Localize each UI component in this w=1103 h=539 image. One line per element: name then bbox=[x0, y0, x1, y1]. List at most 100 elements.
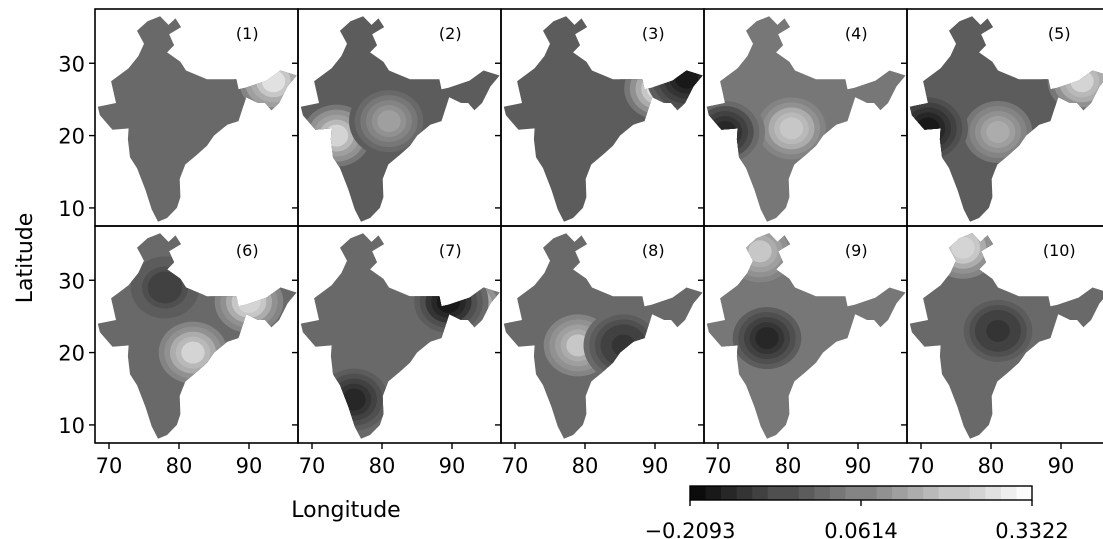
heatmap-blob bbox=[436, 290, 461, 313]
heatmap-blob bbox=[779, 117, 804, 140]
heatmap-base bbox=[503, 16, 703, 222]
y-tick-label: 20 bbox=[58, 342, 85, 366]
colorbar-segment bbox=[767, 486, 784, 500]
heatmap-field bbox=[97, 233, 297, 439]
x-tick-label: 90 bbox=[1048, 454, 1075, 478]
colorbar-segment bbox=[861, 486, 878, 500]
panel-grid: (1) 10 20 30 (2) (3) (4) (5) (6) 10 20 30 70 80 90 (7) 7… bbox=[58, 8, 1103, 478]
panel-4: (4) bbox=[698, 8, 908, 227]
x-tick-label: 80 bbox=[978, 454, 1005, 478]
panel-6: (6) 10 20 30 70 80 90 bbox=[58, 225, 299, 478]
heatmap-blob bbox=[707, 116, 743, 148]
x-tick-label: 70 bbox=[299, 454, 326, 478]
x-tick-label: 80 bbox=[166, 454, 193, 478]
colorbar-segment bbox=[736, 486, 753, 500]
panel-label: (2) bbox=[439, 24, 462, 43]
panel-label: (4) bbox=[845, 24, 868, 43]
colorbar-segment bbox=[1000, 486, 1018, 500]
panel-label: (8) bbox=[642, 241, 665, 260]
panel-label: (10) bbox=[1043, 241, 1076, 260]
heatmap-blob bbox=[237, 290, 261, 313]
panel-2: (2) bbox=[292, 8, 502, 227]
colorbar-segment bbox=[721, 486, 738, 500]
x-tick-label: 80 bbox=[775, 454, 802, 478]
heatmap-blob bbox=[674, 66, 699, 89]
heatmap-blob bbox=[231, 285, 267, 318]
panel-label: (6) bbox=[236, 241, 259, 260]
colorbar-segment bbox=[1016, 486, 1033, 500]
panel-5: (5) bbox=[901, 8, 1103, 227]
colorbar-segment bbox=[985, 486, 1002, 500]
heatmap-blob bbox=[181, 341, 205, 364]
x-tick-label: 90 bbox=[845, 454, 872, 478]
x-tick-label: 70 bbox=[502, 454, 529, 478]
colorbar-segment bbox=[798, 486, 815, 500]
panel-3: (3) bbox=[495, 8, 705, 227]
heatmap-field bbox=[300, 233, 500, 439]
colorbar: −0.2093 0.0614 0.3322 bbox=[644, 485, 1069, 539]
heatmap-blob bbox=[1070, 70, 1094, 93]
colorbar-segment bbox=[969, 486, 986, 500]
panel-label: (3) bbox=[642, 24, 665, 43]
colorbar-segment bbox=[829, 486, 847, 500]
y-tick-label: 20 bbox=[58, 125, 85, 149]
panel-label: (7) bbox=[439, 241, 462, 260]
colorbar-segment bbox=[923, 486, 940, 500]
x-tick-label: 70 bbox=[705, 454, 732, 478]
colorbar-segment bbox=[907, 486, 924, 500]
y-tick-label: 10 bbox=[58, 197, 85, 221]
x-tick-label: 80 bbox=[572, 454, 599, 478]
heatmap-blob bbox=[951, 236, 975, 259]
panel-10: (10) 70 80 90 bbox=[901, 225, 1103, 478]
colorbar-segment bbox=[814, 486, 831, 500]
heatmap-blob bbox=[261, 70, 286, 93]
y-axis-label: Latitude bbox=[13, 213, 38, 304]
colorbar-segment bbox=[892, 486, 909, 500]
panel-label: (5) bbox=[1048, 24, 1071, 43]
panel-label: (9) bbox=[845, 241, 868, 260]
x-tick-label: 70 bbox=[908, 454, 935, 478]
heatmap-blob bbox=[431, 285, 466, 318]
heatmap-field bbox=[503, 16, 703, 222]
colorbar-tick-label: 0.0614 bbox=[824, 519, 897, 539]
x-tick-label: 70 bbox=[96, 454, 123, 478]
panel-9: (9) 70 80 90 bbox=[698, 225, 908, 478]
heatmap-blob bbox=[916, 117, 940, 140]
colorbar-segment bbox=[783, 486, 800, 500]
heatmap-blob bbox=[986, 319, 1010, 342]
colorbar-tick-label: −0.2093 bbox=[644, 519, 735, 539]
heatmap-blob bbox=[611, 334, 636, 357]
heatmap-field bbox=[503, 233, 703, 439]
heatmap-blob bbox=[713, 121, 737, 143]
heatmap-field bbox=[909, 16, 1103, 222]
x-tick-label: 90 bbox=[642, 454, 669, 478]
heatmap-field bbox=[706, 16, 906, 222]
heatmap-blob bbox=[755, 327, 779, 350]
x-tick-label: 80 bbox=[369, 454, 396, 478]
heatmap-blob bbox=[153, 276, 177, 299]
panel-frame bbox=[906, 225, 1103, 444]
colorbar-segment bbox=[954, 486, 971, 500]
axes-labels: Longitude Latitude bbox=[13, 213, 401, 523]
colorbar-tick-label: 0.3322 bbox=[995, 519, 1068, 539]
colorbar-segment bbox=[845, 486, 862, 500]
panel-1: (1) 10 20 30 bbox=[58, 8, 299, 227]
colorbar-segment bbox=[705, 486, 722, 500]
heatmap-field bbox=[97, 16, 297, 222]
panel-7: (7) 70 80 90 bbox=[292, 225, 502, 478]
heatmap-blob bbox=[986, 121, 1010, 143]
panel-label: (1) bbox=[236, 24, 259, 43]
x-tick-label: 90 bbox=[439, 454, 466, 478]
y-tick-label: 10 bbox=[58, 414, 85, 438]
y-tick-label: 30 bbox=[58, 269, 85, 293]
colorbar-segment bbox=[690, 486, 707, 500]
colorbar-segment bbox=[752, 486, 769, 500]
heatmap-blob bbox=[342, 388, 366, 411]
heatmap-base bbox=[300, 233, 500, 439]
colorbar-segment bbox=[938, 486, 955, 500]
heatmap-blob bbox=[566, 334, 590, 357]
x-tick-label: 90 bbox=[236, 454, 263, 478]
heatmap-field bbox=[300, 16, 500, 222]
x-axis-label: Longitude bbox=[291, 498, 400, 523]
